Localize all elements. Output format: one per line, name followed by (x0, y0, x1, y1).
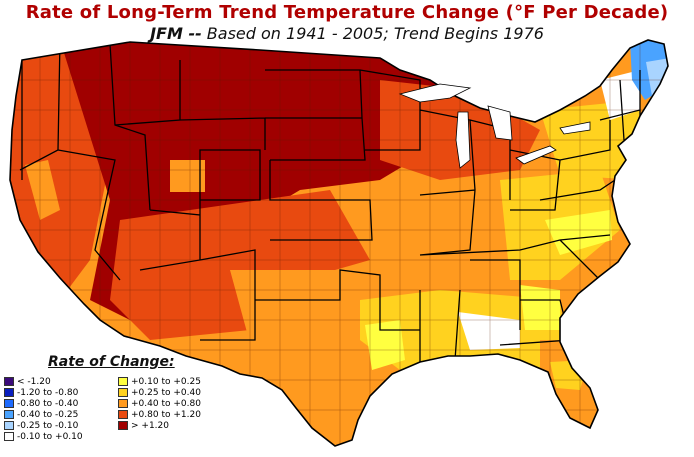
legend-label: < -1.20 (17, 376, 51, 387)
legend-label: +0.25 to +0.40 (131, 387, 201, 398)
map-subtitle: JFM -- Based on 1941 - 2005; Trend Begin… (0, 24, 694, 43)
legend-swatch (4, 410, 14, 419)
legend-item: +0.40 to +0.80 (118, 398, 278, 409)
lake-michigan (455, 111, 471, 169)
subtitle-season: JFM -- (150, 24, 202, 43)
us-outline (9, 39, 669, 447)
region-mississippi-yellow (365, 320, 405, 370)
legend-label: -1.20 to -0.80 (17, 387, 79, 398)
legend-swatch (4, 399, 14, 408)
legend-swatch (4, 388, 14, 397)
legend-label: +0.80 to +1.20 (131, 409, 201, 420)
lake-ontario (559, 121, 591, 135)
region-virginia-yellow (545, 210, 612, 255)
legend-label: -0.40 to -0.25 (17, 409, 79, 420)
legend-label: -0.25 to -0.10 (17, 420, 79, 431)
lake-superior (398, 83, 472, 103)
legend-item: -0.10 to +0.10 (4, 431, 116, 442)
region-alabama-white (458, 312, 520, 350)
legend-swatch (118, 388, 128, 397)
legend-swatch (4, 377, 14, 386)
legend-item: -0.80 to -0.40 (4, 398, 116, 409)
legend-label: -0.80 to -0.40 (17, 398, 79, 409)
map-title: Rate of Long-Term Trend Temperature Chan… (25, 2, 669, 23)
legend-swatch (118, 410, 128, 419)
legend-item: +0.25 to +0.40 (118, 387, 278, 398)
legend-item: > +1.20 (118, 420, 278, 431)
region-central-valley-orange (25, 160, 60, 220)
great-lakes (398, 83, 591, 169)
division-lines-vertical (39, 40, 641, 446)
legend-item: +0.10 to +0.25 (118, 376, 278, 387)
region-wyoming-orange (170, 160, 205, 192)
legend-label: -0.10 to +0.10 (17, 431, 83, 442)
legend-label: > +1.20 (131, 420, 169, 431)
legend: < -1.20 -1.20 to -0.80 -0.80 to -0.40 -0… (4, 376, 278, 453)
legend-label: +0.40 to +0.80 (131, 398, 201, 409)
legend-swatch (118, 399, 128, 408)
subtitle-period: Based on 1941 - 2005; Trend Begins 1976 (201, 24, 544, 43)
lake-erie (515, 145, 557, 165)
legend-swatch (4, 421, 14, 430)
legend-item: -0.40 to -0.25 (4, 409, 116, 420)
legend-title: Rate of Change: (48, 354, 175, 370)
region-gulf-southeast (360, 290, 570, 380)
legend-swatch (118, 377, 128, 386)
region-georgia-yellow (520, 285, 560, 330)
lake-huron (487, 105, 513, 141)
region-southwest (110, 190, 370, 340)
legend-item: < -1.20 (4, 376, 116, 387)
legend-item: -0.25 to -0.10 (4, 420, 116, 431)
legend-label: +0.10 to +0.25 (131, 376, 201, 387)
legend-item: +0.80 to +1.20 (118, 409, 278, 420)
legend-item: -1.20 to -0.80 (4, 387, 116, 398)
legend-swatch (4, 432, 14, 441)
legend-swatch (118, 421, 128, 430)
